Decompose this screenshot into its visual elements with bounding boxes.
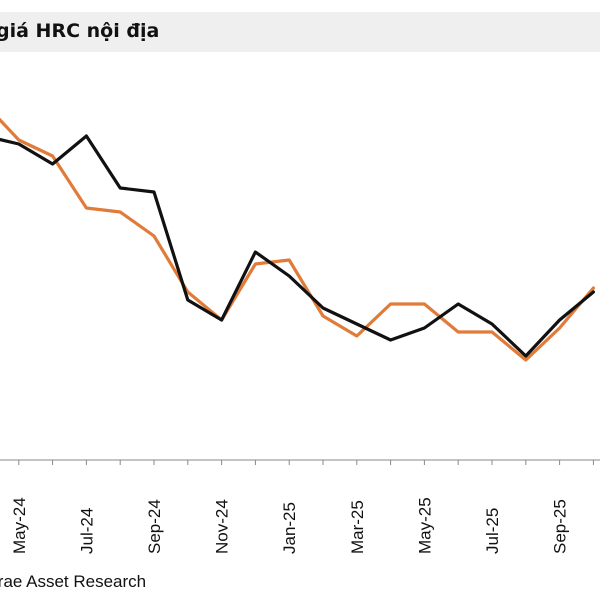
x-tick-label: Nov-24 (213, 499, 232, 554)
x-tick-label: Jul-25 (483, 508, 502, 554)
series-line-2 (0, 134, 596, 358)
x-tick-label: Sep-25 (551, 499, 570, 554)
x-axis-ticks (18, 460, 594, 465)
source-note: irae Asset Research (0, 572, 147, 591)
x-tick-label: Mar-25 (348, 500, 367, 554)
chart-title: giá HRC nội địa (0, 20, 160, 42)
x-tick-label: May-24 (10, 497, 29, 554)
x-tick-label: Jul-24 (77, 508, 96, 554)
chart-title-bar: giá HRC nội địa (0, 12, 600, 52)
x-tick-label: May-25 (415, 497, 434, 554)
x-tick-label: Jan-25 (280, 502, 299, 554)
x-tick-label: Sep-24 (145, 499, 164, 554)
x-axis-tick-labels: May-24 Jul-24 Sep-24 Nov-24 Jan-25 Mar-25 May-… (10, 497, 570, 554)
series-group (0, 117, 596, 362)
